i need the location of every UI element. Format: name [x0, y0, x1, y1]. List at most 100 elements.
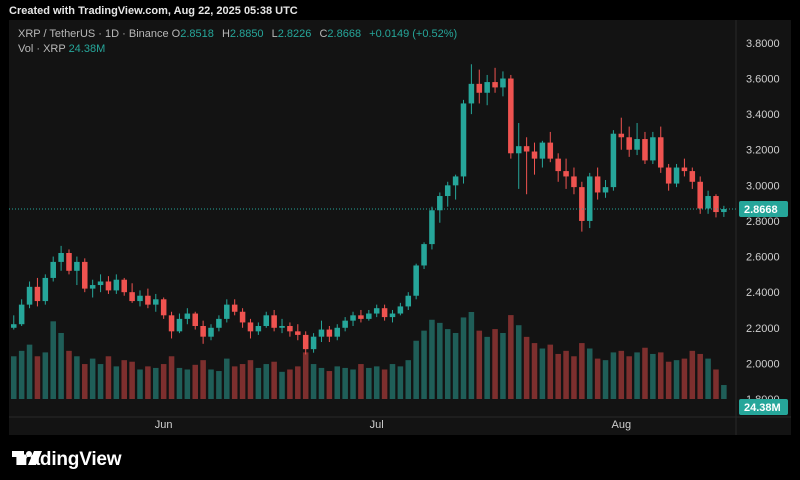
- volume-bar: [247, 360, 254, 399]
- volume-bar: [231, 366, 238, 399]
- volume-bar: [665, 361, 672, 399]
- volume-bar: [437, 322, 443, 399]
- candle-body: [129, 292, 135, 302]
- volume-bar: [397, 366, 404, 399]
- low-value: 2.8226: [277, 28, 312, 40]
- volume-bar: [421, 330, 427, 399]
- volume-bar: [618, 350, 625, 399]
- volume-bar: [555, 353, 561, 399]
- last-volume-label: 24.38M: [744, 402, 781, 414]
- volume-bar: [318, 367, 325, 399]
- volume-bar: [160, 364, 167, 399]
- volume-bar: [586, 348, 593, 399]
- volume-bar: [642, 347, 648, 399]
- volume-bar: [650, 353, 656, 399]
- candle-body: [373, 308, 380, 314]
- candle-body: [405, 295, 412, 307]
- candle-body: [42, 277, 49, 302]
- volume-bar: [50, 321, 56, 399]
- candle-body: [216, 318, 222, 328]
- candle-body: [444, 185, 451, 197]
- volume-bar: [571, 356, 577, 399]
- candle-body: [689, 171, 696, 182]
- volume-bar: [500, 332, 506, 399]
- price-tick-label: 2.2000: [746, 323, 780, 335]
- open-value: 2.8518: [180, 28, 214, 40]
- candle-body: [145, 295, 151, 305]
- volume-bar: [97, 364, 104, 399]
- price-tick-label: 2.0000: [746, 358, 780, 370]
- candle-body: [563, 171, 569, 177]
- volume-bar: [657, 352, 664, 399]
- chart-caption: Created with TradingView.com, Aug 22, 20…: [9, 5, 298, 17]
- volume-bar: [208, 369, 214, 399]
- volume-bar: [358, 364, 364, 399]
- candle-body: [665, 167, 672, 184]
- volume-bar: [350, 369, 356, 399]
- volume-label: Vol · XRP: [18, 43, 66, 55]
- high-value: 2.8850: [229, 28, 264, 40]
- volume-bar: [168, 356, 175, 399]
- close-value: 2.8668: [327, 28, 362, 40]
- volume-bar: [681, 358, 688, 399]
- candle-body: [160, 299, 167, 316]
- candle-body: [153, 299, 159, 305]
- candle-body: [192, 313, 198, 326]
- candle-body: [200, 326, 206, 337]
- candle-body: [492, 82, 498, 88]
- volume-bar: [705, 358, 711, 399]
- candle-body: [594, 176, 601, 193]
- volume-bar: [539, 348, 546, 399]
- candle-body: [263, 315, 270, 326]
- volume-bar: [239, 364, 246, 399]
- volume-bar: [263, 364, 270, 399]
- volume-bar: [389, 364, 396, 399]
- candle-body: [26, 286, 33, 305]
- tradingview-brand[interactable]: TradingView: [12, 449, 122, 471]
- candle-body: [184, 313, 191, 319]
- candle-body: [697, 181, 703, 209]
- volume-bar: [255, 367, 262, 399]
- candle-body: [705, 196, 711, 209]
- volume-bar: [429, 319, 435, 399]
- price-tick-label: 3.8000: [746, 38, 780, 50]
- volume-bar: [626, 356, 632, 399]
- candle-body: [381, 308, 388, 318]
- candle-body: [74, 261, 80, 271]
- volume-bar: [373, 366, 380, 399]
- candle-body: [58, 253, 64, 262]
- volume-bar: [200, 360, 206, 399]
- candle-body: [366, 313, 372, 319]
- candle-body: [721, 209, 727, 213]
- chart-legend: XRP / TetherUS · 1D · Binance O2.8518 H2…: [18, 27, 460, 57]
- candle-body: [334, 327, 341, 337]
- volume-bar: [11, 356, 17, 399]
- candlestick-chart[interactable]: 1.80002.00002.20002.40002.60002.80003.00…: [9, 20, 791, 435]
- candle-body: [18, 304, 25, 325]
- ohlc-legend-row: XRP / TetherUS · 1D · Binance O2.8518 H2…: [18, 27, 460, 42]
- candle-body: [539, 142, 546, 159]
- volume-bar: [594, 358, 601, 399]
- volume-bar: [515, 325, 522, 399]
- last-volume-tag: [739, 399, 788, 415]
- candle-body: [500, 78, 506, 88]
- volume-bar: [176, 367, 183, 399]
- candle-body: [271, 315, 277, 328]
- volume-bar: [405, 360, 412, 399]
- volume-bar: [287, 369, 293, 399]
- candle-body: [247, 322, 254, 332]
- candle-body: [239, 311, 246, 323]
- candle-body: [508, 78, 514, 154]
- volume-bar: [295, 366, 301, 399]
- candle-body: [113, 279, 120, 291]
- candle-body: [452, 176, 459, 186]
- time-tick-label: Jul: [370, 419, 384, 431]
- volume-bar: [216, 371, 222, 399]
- change-value: +0.0149 (+0.52%): [369, 28, 458, 40]
- candle-body: [176, 318, 183, 332]
- candle-body: [634, 139, 640, 150]
- candle-body: [326, 329, 333, 337]
- chart-panel[interactable]: 1.80002.00002.20002.40002.60002.80003.00…: [9, 20, 791, 435]
- volume-bar: [452, 332, 459, 399]
- price-tick-label: 3.6000: [746, 74, 780, 86]
